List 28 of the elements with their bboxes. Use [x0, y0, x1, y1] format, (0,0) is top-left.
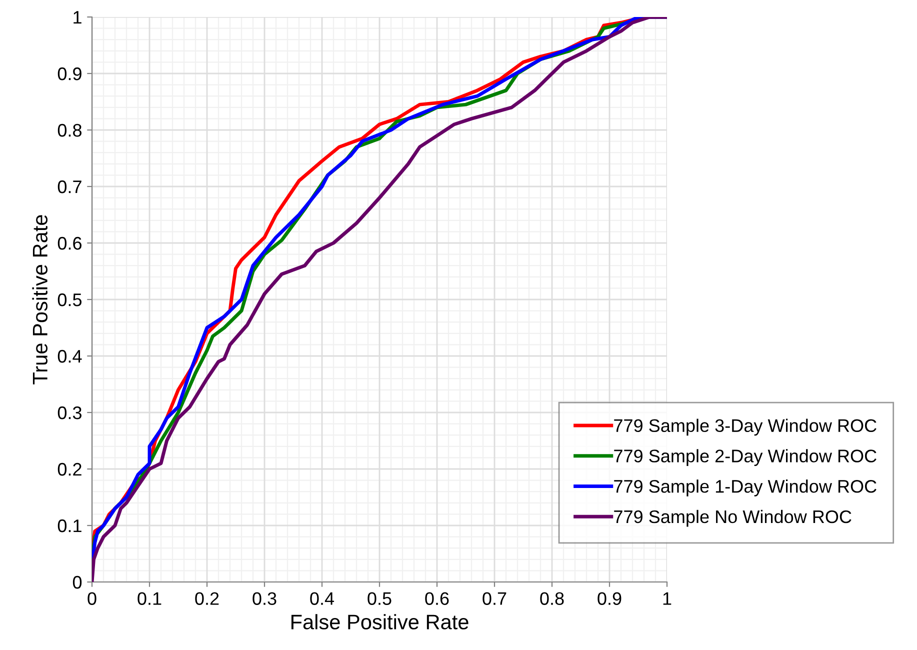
y-tick-label: 0.4 [58, 350, 82, 363]
y-tick-label: 0.5 [58, 293, 82, 306]
x-tick-label: 0.3 [252, 592, 276, 605]
y-tick-label: 0.7 [58, 180, 82, 194]
x-tick-label: 0.7 [482, 592, 506, 605]
x-tick-label: 0.5 [368, 592, 392, 605]
x-tick-label: 1 [663, 592, 672, 605]
y-tick-label: 1 [74, 11, 82, 24]
y-tick-label: 0.3 [58, 406, 82, 420]
y-tick-label: 0.6 [58, 236, 82, 250]
x-tick-label: 0.4 [310, 592, 334, 605]
y-tick-label: 0 [72, 576, 82, 589]
legend-label: 779 Sample 3-Day Window ROC [614, 418, 876, 436]
x-tick-label: 0.6 [425, 592, 449, 605]
x-tick-label: 0.1 [138, 592, 162, 605]
y-tick-label: 0.1 [58, 519, 82, 532]
x-tick-label: 0 [88, 592, 96, 605]
y-tick-label: 0.8 [58, 124, 82, 137]
x-tick-label: 0.8 [540, 592, 564, 605]
legend-label: 779 Sample 1-Day Window ROC [614, 480, 876, 496]
y-tick-label: 0.9 [58, 67, 82, 80]
legend-label: 779 Sample 2-Day Window ROC [614, 449, 876, 466]
y-tick-label: 0.2 [58, 462, 82, 476]
legend-label: 779 Sample No Window ROC [614, 510, 852, 527]
x-tick-label: 0.9 [598, 592, 622, 605]
x-tick-label: 0.2 [195, 592, 219, 605]
y-axis-title: True Positive Rate [32, 215, 48, 384]
x-axis-title: False Positive Rate [291, 614, 468, 630]
